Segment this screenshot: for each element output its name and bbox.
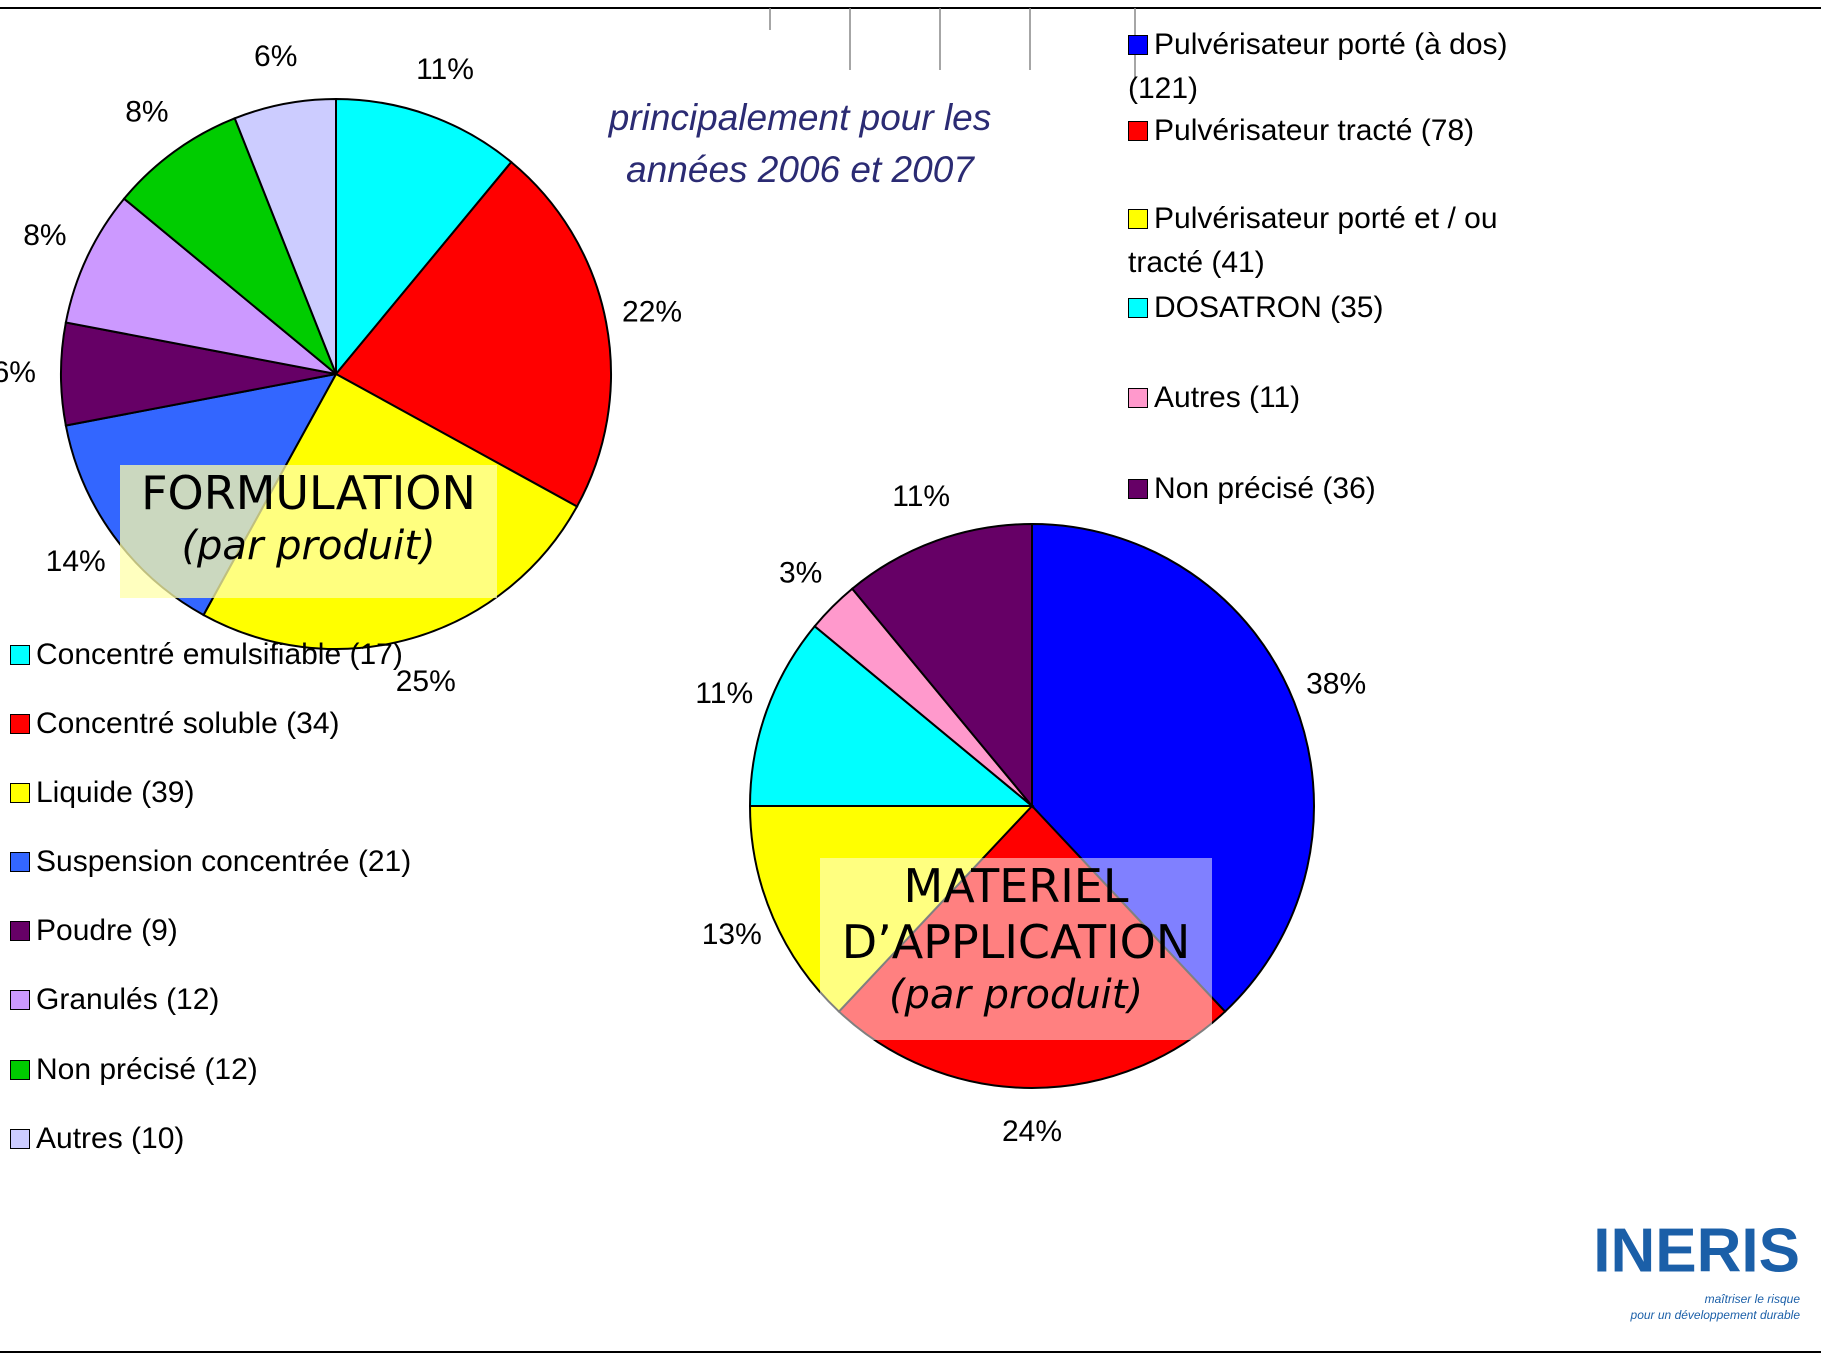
legend-swatch <box>10 1060 30 1080</box>
slice-label: 11% <box>892 480 950 513</box>
legend-swatch <box>1128 388 1148 408</box>
slice-label: 13% <box>702 918 762 951</box>
chart-subtitle: (par produit) <box>181 523 436 569</box>
logo-tagline: maîtriser le risque <box>1705 1292 1801 1306</box>
legend-swatch <box>1128 209 1148 229</box>
legend-swatch <box>10 852 30 872</box>
legend-swatch <box>1128 298 1148 318</box>
slice-label: 3% <box>779 557 822 590</box>
legend-swatch <box>10 990 30 1010</box>
legend-item: Liquide (39) <box>10 771 430 815</box>
slice-label: 11% <box>695 677 753 710</box>
slice-label: 8% <box>125 96 168 129</box>
legend-item: Autres (10) <box>10 1117 430 1161</box>
legend-label: Liquide (39) <box>36 776 195 809</box>
logo: INERIS <box>1593 1216 1800 1285</box>
slice-label: 6% <box>254 40 297 73</box>
slice-label: 6% <box>0 356 36 389</box>
legend-label: Non précisé (12) <box>36 1053 258 1086</box>
legend-label: Non précisé (36) <box>1154 472 1376 505</box>
pie-slice <box>334 160 612 508</box>
slice-label: 14% <box>46 545 106 578</box>
pie-slice <box>1031 522 1315 1013</box>
subtitle: principalement pour les années 2006 et 2… <box>608 97 992 190</box>
legend-label: Pulvérisateur tracté (78) <box>1154 114 1475 147</box>
legend-label: Concentré emulsifiable (17) <box>36 638 403 671</box>
chart-title-box: MATERIEL D’APPLICATION (par produit) <box>820 858 1212 1040</box>
legend-label: Suspension concentrée (21) <box>36 845 412 878</box>
legend-label: DOSATRON (35) <box>1154 291 1384 324</box>
pie-slice <box>335 97 513 377</box>
chart-title: MATERIEL D’APPLICATION <box>841 859 1191 969</box>
legend-item: Suspension concentrée (21) <box>10 840 430 884</box>
pie-slice <box>122 117 337 375</box>
legend-item: Concentré soluble (34) <box>10 702 430 746</box>
slice-label: 22% <box>622 296 682 329</box>
legend-item: Autres (11) <box>1128 376 1558 420</box>
legend-label: Granulés (12) <box>36 983 220 1016</box>
legend-item: DOSATRON (35) <box>1128 286 1558 330</box>
legend-label: Pulvérisateur porté et / ou tracté (41) <box>1128 202 1498 279</box>
chart-title: FORMULATION <box>141 466 476 520</box>
legend-swatch <box>10 921 30 941</box>
pie-slice <box>850 522 1033 809</box>
legend-item: Pulvérisateur porté et / ou tracté (41) <box>1128 197 1558 285</box>
legend-item: Concentré emulsifiable (17) <box>10 633 430 677</box>
legend-label: Autres (11) <box>1154 381 1301 414</box>
legend-label: Autres (10) <box>36 1122 185 1155</box>
slice-label: 24% <box>1002 1115 1062 1148</box>
legend-label: Concentré soluble (34) <box>36 707 340 740</box>
legend-swatch <box>10 645 30 665</box>
pie-slice <box>748 624 1035 807</box>
pie-slice <box>64 197 337 375</box>
pie-slice <box>233 97 337 375</box>
slice-label: 25% <box>396 665 456 698</box>
slice-label: 8% <box>23 219 66 252</box>
legend-item: Pulvérisateur tracté (78) <box>1128 109 1558 153</box>
legend-swatch <box>1128 121 1148 141</box>
legend-item: Pulvérisateur porté (à dos) (121) <box>1128 23 1558 111</box>
legend-swatch <box>1128 35 1148 55</box>
slice-label: 11% <box>416 53 474 86</box>
legend-item: Non précisé (36) <box>1128 467 1558 511</box>
legend-swatch <box>10 783 30 803</box>
legend-item: Poudre (9) <box>10 909 430 953</box>
legend-item: Granulés (12) <box>10 978 430 1022</box>
logo-tagline: pour un développement durable <box>1630 1308 1801 1322</box>
legend-swatch <box>1128 479 1148 499</box>
legend-swatch <box>10 714 30 734</box>
legend-label: Poudre (9) <box>36 914 178 947</box>
slice-label: 38% <box>1306 668 1366 701</box>
ruler <box>769 8 1136 80</box>
legend-label: Pulvérisateur porté (à dos) (121) <box>1128 28 1508 105</box>
chart-title-box: FORMULATION (par produit) <box>120 465 497 598</box>
chart-subtitle: (par produit) <box>888 972 1144 1018</box>
legend-swatch <box>10 1129 30 1149</box>
legend-item: Non précisé (12) <box>10 1048 430 1092</box>
